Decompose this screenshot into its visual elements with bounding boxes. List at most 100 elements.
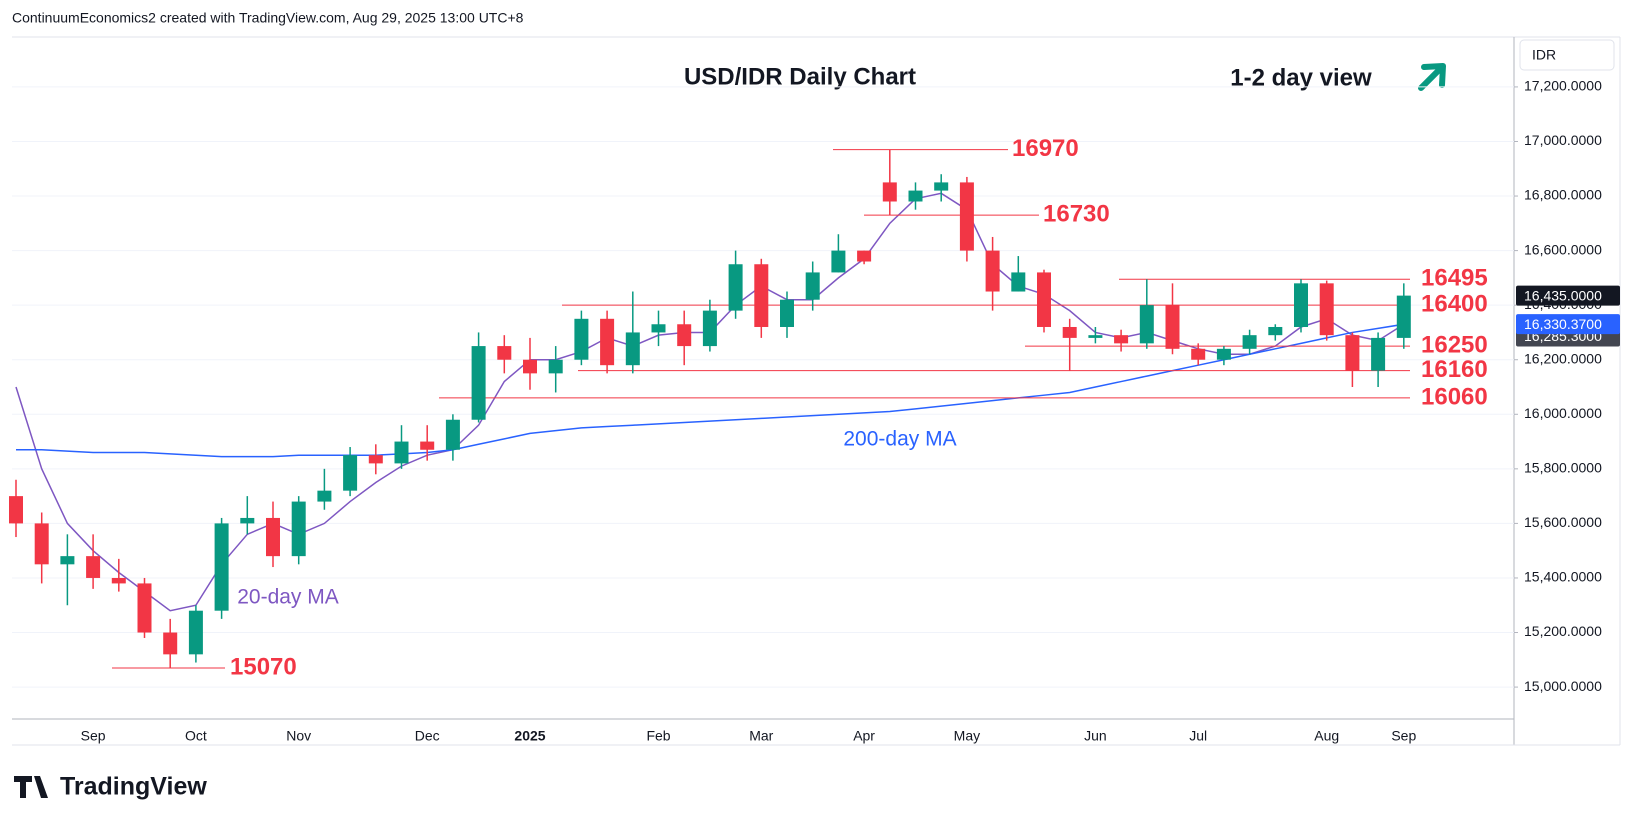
candle-body — [805, 272, 820, 300]
y-tick-label: 15,200.0000 — [1524, 623, 1602, 639]
candle-body — [600, 318, 615, 366]
x-tick-label: Oct — [185, 728, 207, 744]
candle-body — [677, 324, 692, 347]
price-tag-label: 16,435.0000 — [1524, 287, 1602, 303]
ma-label: 200-day MA — [843, 428, 956, 451]
candle-body — [831, 250, 846, 273]
candle-body — [291, 501, 306, 557]
x-tick-label: Nov — [286, 728, 311, 744]
candle-body — [1242, 335, 1257, 349]
candle-body — [934, 182, 949, 191]
up-arrow-icon — [1418, 63, 1446, 91]
level-label: 15070 — [230, 653, 297, 680]
candle-body — [574, 318, 589, 360]
candle-body — [523, 359, 537, 374]
logo-text: TradingView — [60, 773, 207, 801]
ma-label: 20-day MA — [237, 586, 339, 609]
level-label: 16060 — [1421, 383, 1488, 410]
candle-body — [908, 190, 923, 202]
candle-body — [625, 332, 640, 366]
candle-body — [1165, 305, 1180, 349]
level-label: 16400 — [1421, 291, 1488, 318]
tradingview-logo: TradingView — [14, 773, 207, 801]
candle-body — [959, 182, 974, 251]
candle-body — [343, 455, 358, 491]
x-tick-label: Sep — [81, 728, 106, 744]
candle-body — [651, 324, 666, 333]
candle-body — [497, 346, 512, 360]
candle-body — [214, 523, 229, 611]
candle-body — [111, 577, 126, 584]
candle-body — [137, 583, 152, 633]
level-label: 16160 — [1421, 356, 1488, 383]
candle-body — [445, 419, 460, 450]
currency-box[interactable] — [1519, 39, 1615, 71]
x-tick-label: Dec — [415, 728, 440, 744]
candle-body — [163, 632, 178, 655]
candle-body — [1268, 326, 1283, 336]
candle-body — [1345, 335, 1360, 371]
level-label: 16970 — [1012, 135, 1079, 162]
x-tick-label: Sep — [1391, 728, 1416, 744]
candle-body — [1294, 283, 1308, 327]
y-tick-label: 16,800.0000 — [1524, 187, 1602, 203]
y-tick-label: 17,200.0000 — [1524, 78, 1602, 94]
candle-body — [1216, 348, 1231, 360]
x-tick-label: 2025 — [514, 728, 545, 744]
y-tick-label: 15,000.0000 — [1524, 678, 1602, 694]
candle-body — [471, 346, 486, 420]
candle-body — [728, 264, 743, 311]
y-tick-label: 16,600.0000 — [1524, 241, 1602, 257]
candle-body — [1062, 326, 1077, 338]
price-tag-label: 16,330.3700 — [1524, 316, 1602, 332]
chart-title: USD/IDR Daily Chart — [684, 63, 916, 90]
candle-body — [1319, 283, 1334, 336]
candle-body — [882, 182, 897, 202]
y-tick-label: 16,000.0000 — [1524, 405, 1602, 421]
currency: IDR — [1532, 47, 1556, 63]
x-tick-label: Jul — [1189, 728, 1207, 744]
x-tick-label: May — [954, 728, 980, 744]
y-tick-label: 17,000.0000 — [1524, 132, 1602, 148]
x-tick-label: Aug — [1314, 728, 1339, 744]
y-tick-label: 15,800.0000 — [1524, 460, 1602, 476]
candle-body — [60, 556, 75, 565]
candle-body — [1114, 335, 1129, 344]
candle-body — [34, 523, 49, 565]
candle-body — [1037, 272, 1051, 327]
candle-body — [266, 517, 280, 557]
level-label: 16730 — [1043, 200, 1110, 227]
candle-body — [1011, 272, 1026, 292]
x-tick-label: Jun — [1084, 728, 1107, 744]
x-tick-label: Feb — [646, 728, 670, 744]
candle-body — [368, 455, 383, 464]
candle-body — [1371, 337, 1386, 371]
level-label: 16250 — [1421, 331, 1488, 358]
candle-body — [9, 496, 23, 524]
candle-body — [857, 250, 872, 262]
candle-body — [394, 441, 409, 464]
candle-body — [702, 310, 717, 347]
candle-body — [780, 299, 794, 327]
x-tick-label: Apr — [853, 728, 875, 744]
candle-body — [985, 250, 1000, 292]
x-tick-label: Mar — [749, 728, 773, 744]
candle-body — [317, 490, 332, 502]
candle-body — [548, 359, 563, 374]
candle-body — [86, 556, 101, 578]
price-tag — [1516, 285, 1620, 306]
candle-body — [420, 441, 435, 450]
price-tag — [1516, 314, 1620, 335]
candle-body — [1139, 305, 1154, 344]
candle-body — [1191, 348, 1206, 360]
candle-body — [1088, 335, 1103, 338]
y-tick-label: 15,400.0000 — [1524, 569, 1602, 585]
y-tick-label: 15,600.0000 — [1524, 514, 1602, 530]
candle-body — [240, 517, 255, 524]
header: ContinuumEconomics2 created with Trading… — [12, 10, 524, 26]
candle-body — [1396, 295, 1411, 338]
y-tick-label: 16,200.0000 — [1524, 350, 1602, 366]
